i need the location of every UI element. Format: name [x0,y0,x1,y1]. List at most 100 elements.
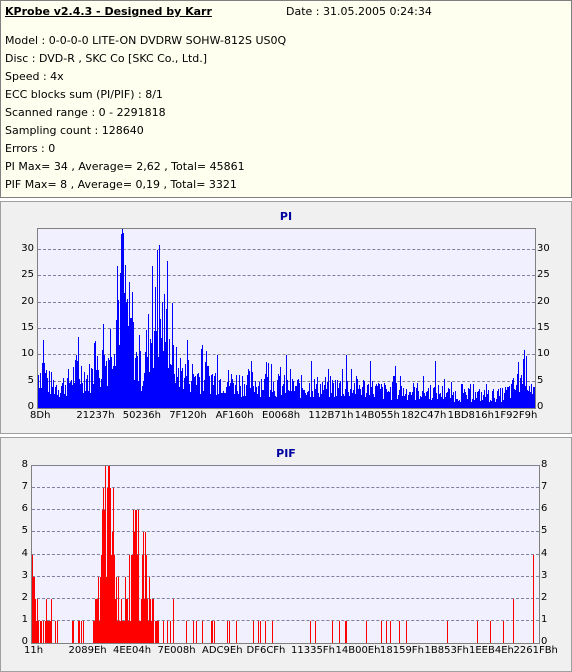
pi-bar [316,383,317,408]
pif-bar [145,532,146,643]
pi-bar [73,367,74,408]
pif-ytick-label-left: 2 [21,591,28,603]
pif-bar [32,554,33,643]
pif-gridline [32,575,539,577]
pi-bar [524,350,525,408]
pi-bar [466,394,467,408]
pi-bar [274,391,275,408]
pif-bar [170,620,171,643]
pif-ytick-label-left: 6 [21,503,28,515]
pi-bar [477,391,478,408]
pif-gridline [32,487,539,489]
pi-bar [283,384,284,408]
info-model: Model : 0-0-0-0 LITE-ON DVDRW SOHW-812S … [5,34,287,47]
pi-bar [159,245,160,408]
pi-ytick-label-left: 15 [21,322,34,334]
pi-bar [401,386,402,408]
pi-bar [186,375,187,408]
pi-bar [264,379,265,408]
info-errors: Errors : 0 [5,142,56,155]
pi-bar [241,396,242,408]
pi-bar [518,362,519,408]
pi-bar [56,385,57,408]
pi-bar [197,373,198,408]
pi-bar [287,379,288,408]
pi-bar [76,355,77,408]
pi-bar [487,394,488,408]
pi-bar [99,378,100,408]
pi-bar [123,233,124,408]
pi-bar [517,374,518,408]
pi-bar [195,376,196,408]
pi-bar [484,389,485,408]
pif-bar [260,620,261,643]
pi-bar [192,363,193,408]
pi-bar [453,391,454,408]
pi-bar [432,398,433,408]
pif-bar [147,598,148,643]
pi-bar [346,355,347,408]
pi-bar [139,334,140,408]
pi-bar [360,388,361,408]
pi-bar [428,388,429,408]
pi-bar [53,380,54,408]
pi-bar [152,266,153,408]
pi-bar [528,391,529,408]
pi-bar [160,318,161,408]
pif-bar [146,554,147,643]
pi-ytick-label-left: 5 [27,374,34,386]
pi-xtick-label: 1F92F9h [494,410,538,421]
pi-bar [408,395,409,408]
pif-bar [346,620,347,643]
pi-bar [529,386,530,408]
pi-bar [459,400,460,408]
pi-bar [141,391,142,408]
pi-bar [115,366,116,408]
pi-bar [187,339,188,408]
pif-bar [102,510,103,643]
pi-bar [444,379,445,408]
pif-bar [129,554,130,643]
pif-bar [150,598,151,643]
pi-bar [302,387,303,408]
pi-bar [321,394,322,408]
pi-bar [222,393,223,408]
pif-ytick-label-left: 4 [21,547,28,559]
pi-bar [451,381,452,408]
pi-bar [290,368,291,408]
pif-ytick-label-left: 1 [21,613,28,625]
pif-bar [120,620,121,643]
pi-bar [412,391,413,408]
pi-bar [348,391,349,408]
pi-bar [504,393,505,408]
pi-bar [411,395,412,408]
pi-bar [184,377,185,408]
pif-gridline [32,531,539,533]
pi-bar [128,325,129,408]
pif-ytick-label-right: 3 [541,569,548,581]
pi-bar [200,394,201,408]
pif-bar [406,620,407,643]
pif-bar [81,620,82,643]
pif-bar [114,554,115,643]
pi-bar [489,401,490,408]
pif-bar [38,620,39,643]
pi-bar [84,372,85,408]
pi-bar [521,374,522,408]
pi-bar [228,369,229,408]
pi-bar [488,389,489,408]
pi-bar [95,340,96,408]
pif-bar [140,620,141,643]
pi-bar [512,379,513,408]
pi-bar [140,351,141,408]
pif-chart-title: PIF [276,447,296,460]
pi-bar [308,390,309,408]
pif-bar [193,620,194,643]
pi-bar [61,386,62,408]
pi-bar [163,351,164,408]
pi-bar [395,365,396,408]
pi-bar [244,384,245,408]
pif-bar [118,576,119,643]
pi-bar [72,385,73,408]
pi-bar [368,384,369,408]
